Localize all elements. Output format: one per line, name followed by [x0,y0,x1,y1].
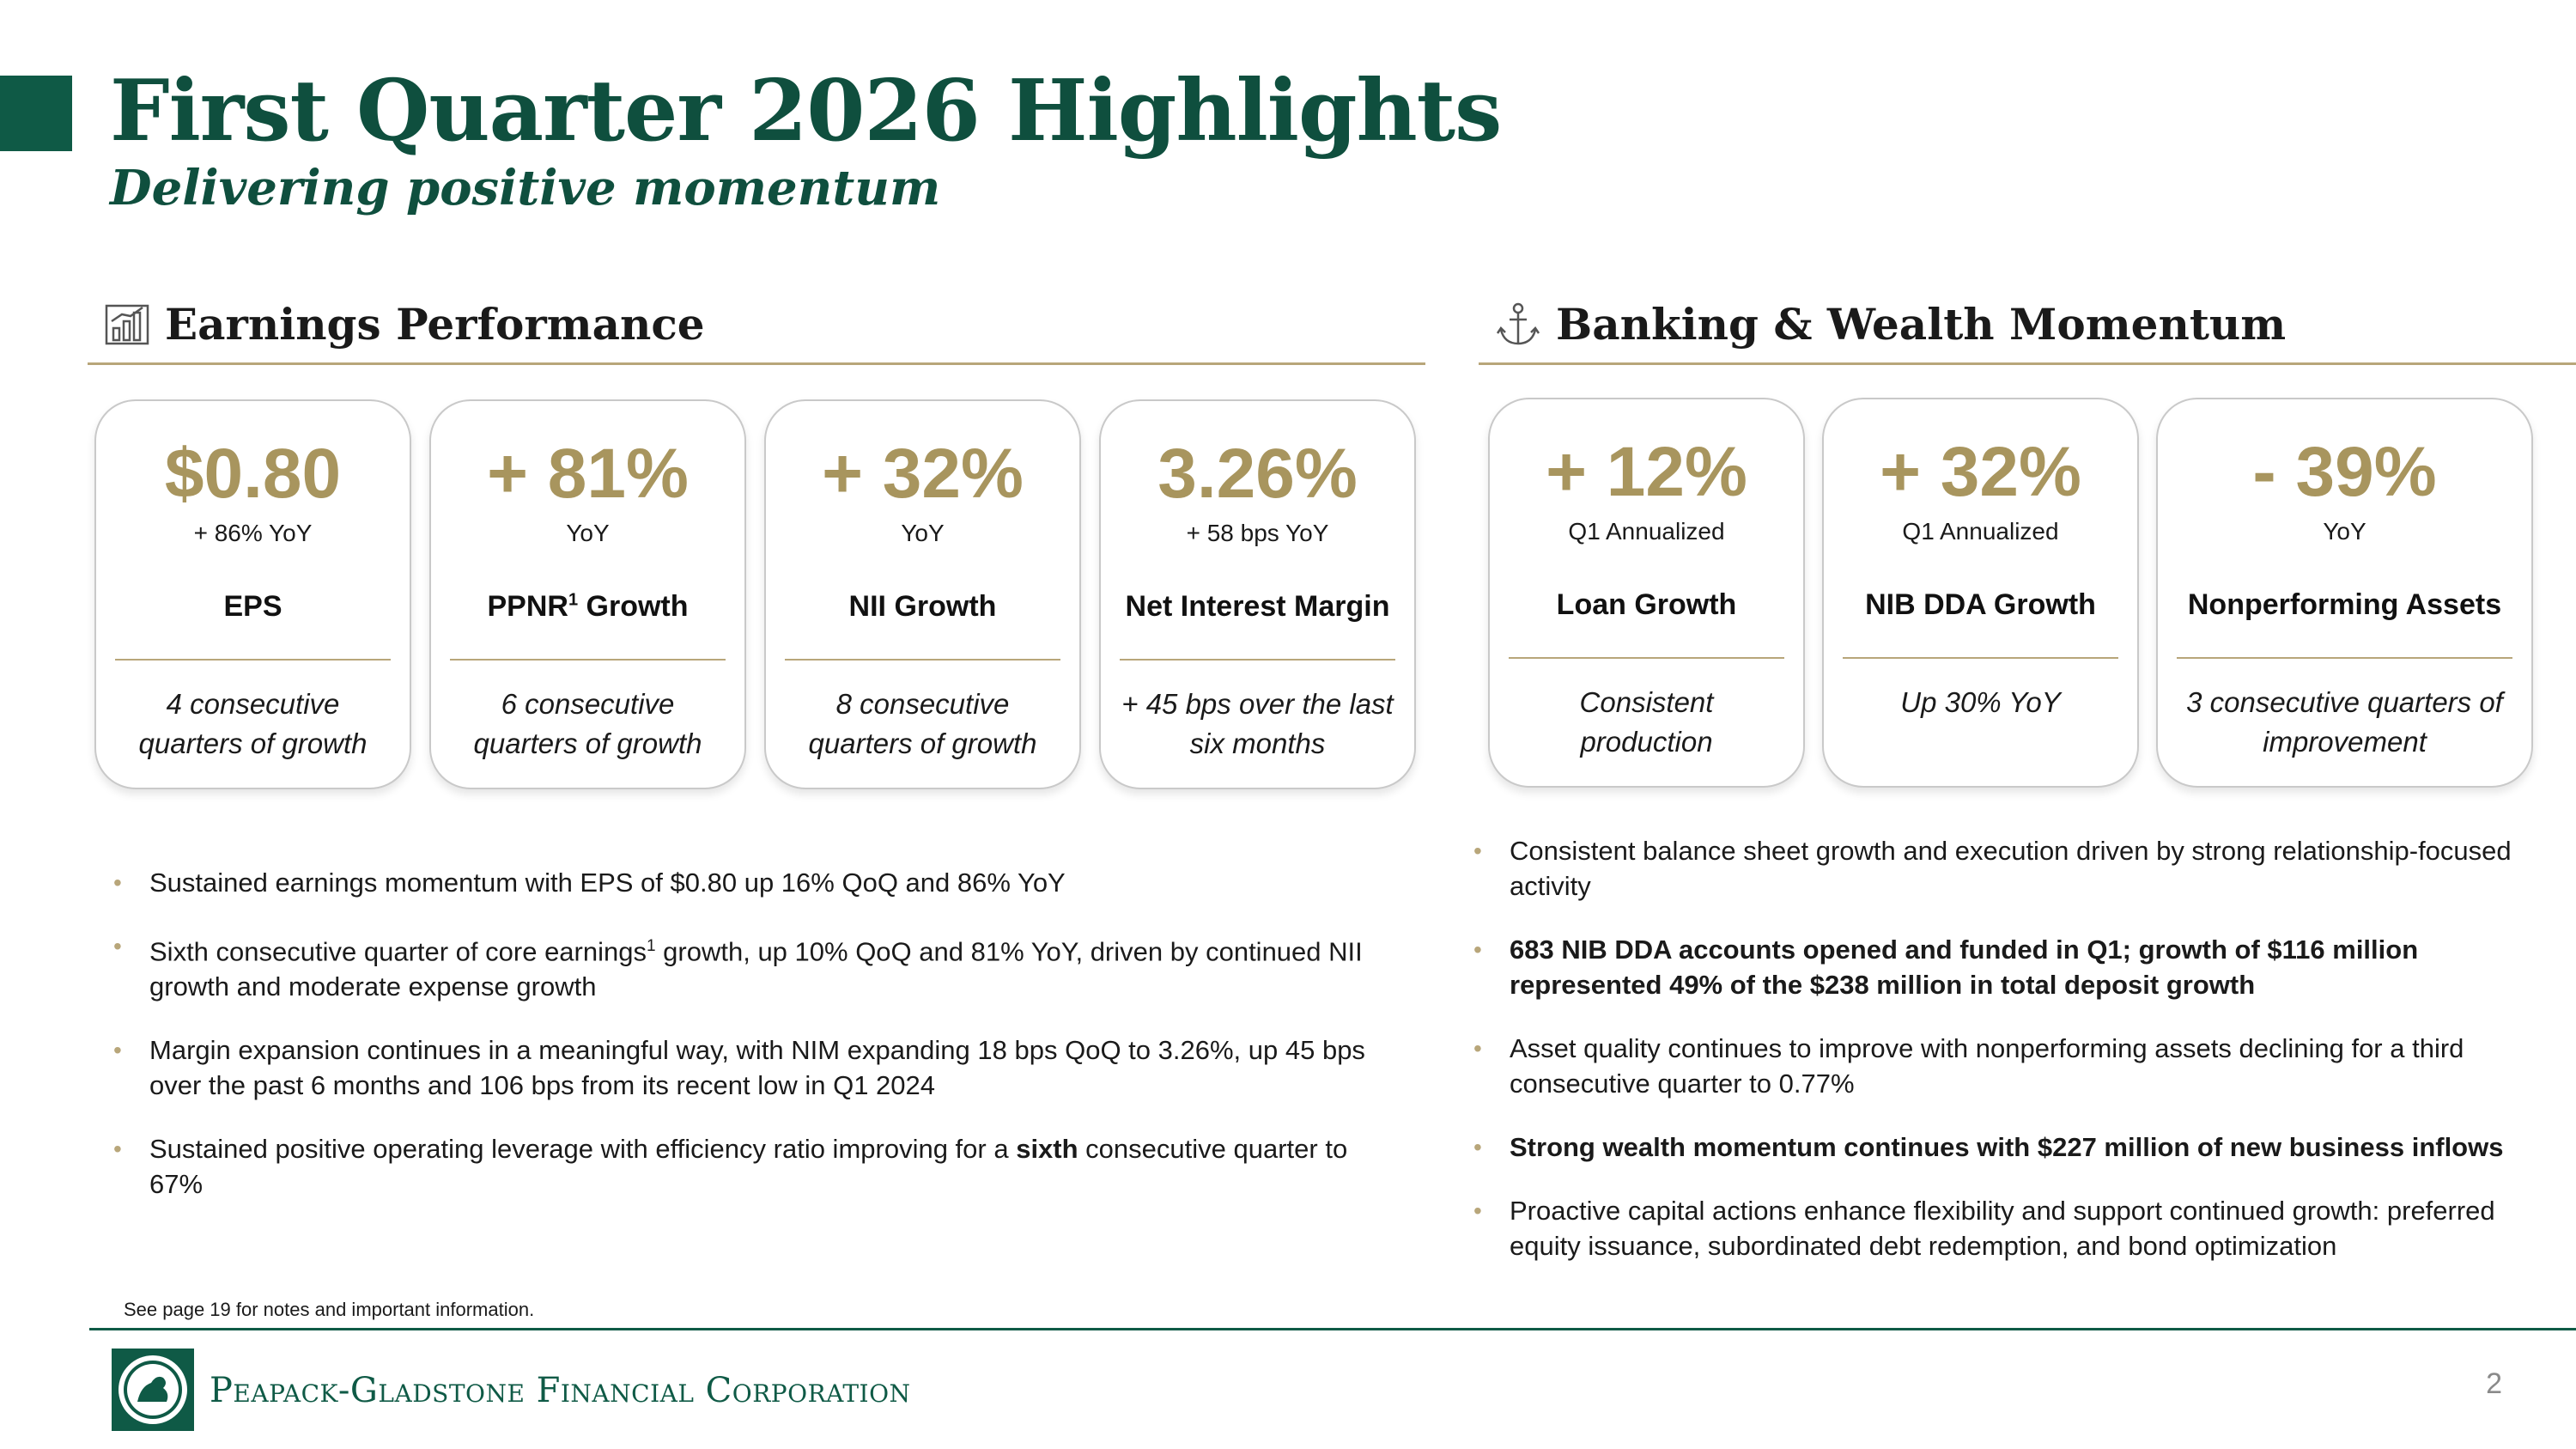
card-subvalue: YoY [766,520,1079,547]
title-accent-block [0,76,72,151]
anchor-icon [1494,301,1542,349]
card-note: 6 consecutive quarters of growth [448,685,727,764]
nii-card: + 32% YoY NII Growth 8 consecutive quart… [764,399,1081,789]
list-item: • Margin expansion continues in a meaning… [113,1032,1384,1103]
card-divider [1843,657,2118,659]
list-item: • Strong wealth momentum continues with $… [1473,1129,2547,1165]
card-value: + 32% [1824,432,2137,513]
list-item: • Consistent balance sheet growth and exe… [1473,833,2547,904]
card-subvalue: Q1 Annualized [1824,518,2137,545]
card-label: Net Interest Margin [1101,590,1414,624]
list-item: • Asset quality continues to improve with… [1473,1031,2547,1101]
card-divider [785,659,1060,661]
list-item: • 683 NIB DDA accounts opened and funded … [1473,932,2547,1002]
card-subvalue: Q1 Annualized [1490,518,1803,545]
earnings-bullet-list: • Sustained earnings momentum with EPS of… [113,865,1384,1230]
npa-card: - 39% YoY Nonperforming Assets 3 consecu… [2156,398,2533,788]
list-item: • Sustained positive operating leverage w… [113,1131,1384,1202]
card-value: 3.26% [1101,434,1414,514]
card-divider [1120,659,1395,661]
company-name: Peapack-Gladstone Financial Corporation [210,1371,911,1410]
card-value: $0.80 [96,434,410,514]
eps-card: $0.80 + 86% YoY EPS 4 consecutive quarte… [94,399,411,789]
card-note: Consistent production [1541,683,1752,762]
earnings-section-title: Earnings Performance [165,299,705,350]
card-subvalue: + 86% YoY [96,520,410,547]
card-label: NII Growth [766,590,1079,624]
banking-bullet-list: • Consistent balance sheet growth and exe… [1473,833,2547,1292]
footnote: See page 19 for notes and important info… [124,1299,534,1321]
card-divider [450,659,726,661]
banking-section-title: Banking & Wealth Momentum [1556,299,2286,350]
card-label: EPS [96,590,410,624]
card-subvalue: YoY [2158,518,2531,545]
loan-growth-card: + 12% Q1 Annualized Loan Growth Consiste… [1488,398,1805,788]
list-item: • Sustained earnings momentum with EPS of… [113,865,1384,900]
nim-card: 3.26% + 58 bps YoY Net Interest Margin +… [1099,399,1416,789]
ppnr-card: + 81% YoY PPNR1 Growth 6 consecutive qua… [429,399,746,789]
card-note: 3 consecutive quarters of improvement [2175,683,2514,762]
company-seal-logo [112,1349,194,1431]
card-label: PPNR1 Growth [431,590,744,624]
card-label: NIB DDA Growth [1824,588,2137,622]
card-divider [1509,657,1784,659]
card-note: 8 consecutive quarters of growth [783,685,1062,764]
bar-chart-icon [103,301,151,349]
card-subvalue: + 58 bps YoY [1101,520,1414,547]
card-value: + 81% [431,434,744,514]
list-item: • Proactive capital actions enhance flexi… [1473,1193,2547,1263]
card-note: 4 consecutive quarters of growth [113,685,392,764]
card-subvalue: YoY [431,520,744,547]
card-note: Up 30% YoY [1841,683,2120,722]
card-label: Nonperforming Assets [2158,588,2531,622]
card-value: + 32% [766,434,1079,514]
card-note: + 45 bps over the last six months [1118,685,1397,764]
earnings-section-header: Earnings Performance [88,292,1425,365]
list-item: • Sixth consecutive quarter of core earni… [113,928,1384,1004]
page-number: 2 [2486,1367,2502,1401]
card-label: Loan Growth [1490,588,1803,622]
page-subtitle: Delivering positive momentum [110,160,940,216]
nib-dda-card: + 32% Q1 Annualized NIB DDA Growth Up 30… [1822,398,2139,788]
banking-section-header: Banking & Wealth Momentum [1479,292,2576,365]
card-divider [115,659,391,661]
page-title: First Quarter 2026 Highlights [110,62,1501,161]
card-value: - 39% [2158,432,2531,513]
card-divider [2177,657,2512,659]
footer-divider [89,1328,2576,1330]
card-value: + 12% [1490,432,1803,513]
